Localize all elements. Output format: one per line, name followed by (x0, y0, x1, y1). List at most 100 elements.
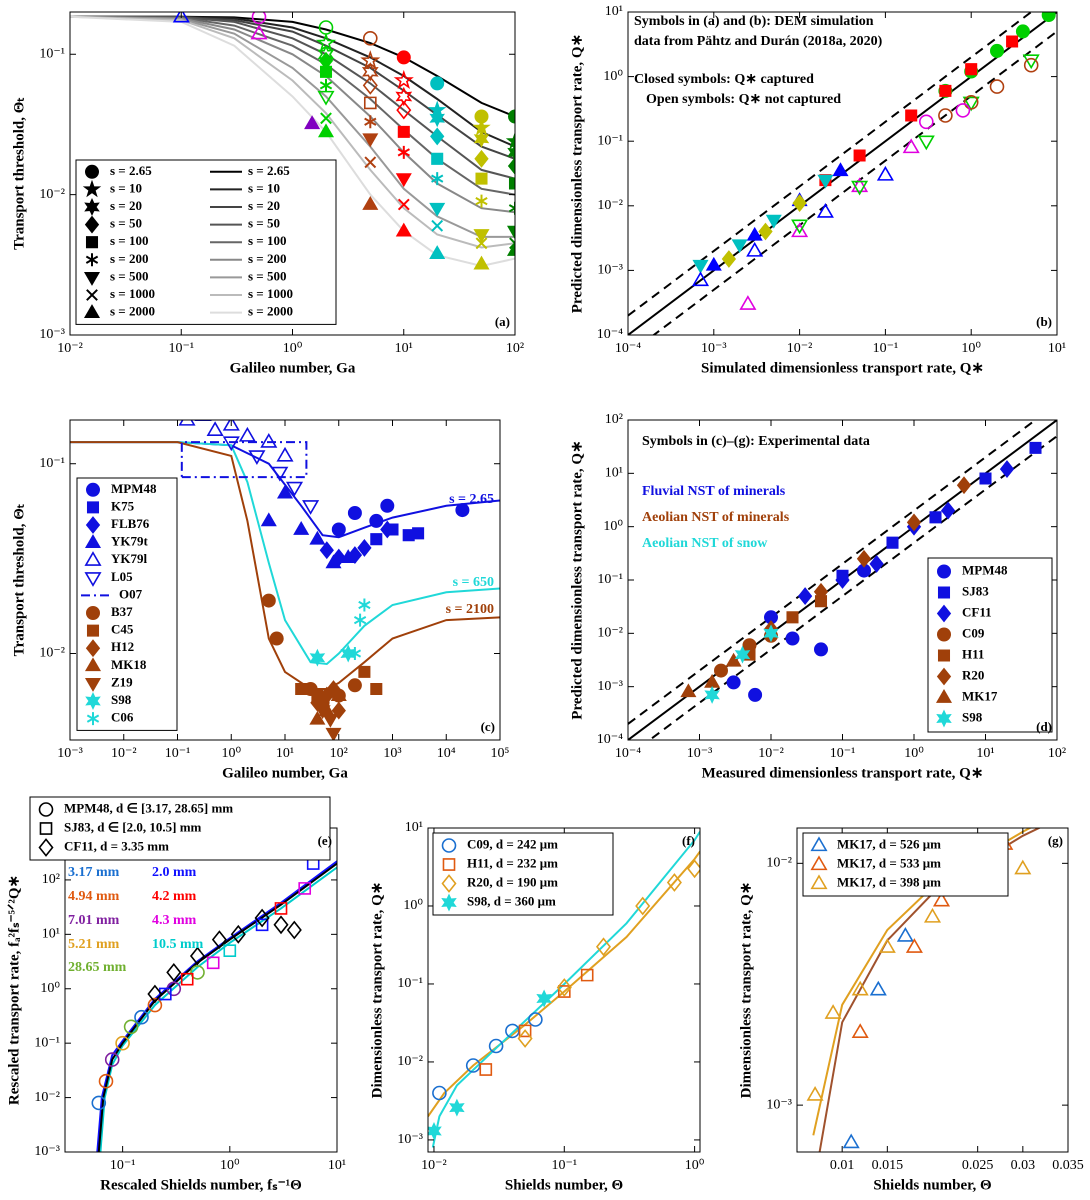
data-point (431, 219, 444, 232)
y-tick-label: 10⁻² (597, 198, 623, 213)
legend-label: H11, d = 232 μm (467, 855, 558, 870)
legend-symbol (84, 215, 100, 234)
x-tick-label: 10¹ (1048, 341, 1066, 356)
y-tick-label: 10⁻² (39, 187, 65, 202)
legend-symbol (85, 606, 101, 620)
data-line (70, 15, 515, 268)
data-point (989, 79, 1005, 94)
y-tick-label: 10⁻² (766, 856, 792, 871)
x-tick-label: 0.035 (1052, 1158, 1084, 1173)
data-point (361, 62, 379, 82)
legend-label: s = 10 (110, 180, 142, 195)
x-tick-label: 10⁻⁴ (615, 746, 641, 761)
y-tick-label: 10² (42, 872, 60, 887)
data-line (70, 15, 515, 196)
y-tick-label: 10⁻² (397, 1054, 423, 1069)
data-line (70, 441, 500, 666)
data-point (98, 1073, 114, 1089)
data-point (380, 498, 395, 513)
data-point (302, 500, 320, 515)
y-tick-label: 10⁻² (39, 646, 65, 661)
legend-label: s = 2000 (110, 304, 155, 319)
legend-label: s = 20 (110, 198, 142, 213)
annotation: Open symbols: Q∗ not captured (646, 92, 841, 107)
data-point (230, 924, 246, 944)
data-point (340, 549, 357, 563)
legend-label: s = 1000 (248, 286, 293, 301)
legend-symbol (810, 874, 828, 890)
data-point (635, 896, 651, 916)
panel-label: (b) (1036, 314, 1052, 329)
panel-label: (e) (318, 833, 332, 848)
legend-symbol (84, 551, 102, 566)
x-tick-label: 10² (506, 341, 524, 356)
x-axis-label: Galileo number, Ga (230, 360, 356, 376)
data-point (851, 180, 869, 196)
legend-label: YK79t (111, 534, 149, 549)
data-point (507, 109, 515, 124)
data-point (1014, 859, 1032, 875)
annotation: 7.01 mm (68, 913, 120, 928)
data-point (319, 65, 333, 78)
legend-label: MK18 (111, 657, 147, 672)
data-point (721, 250, 737, 268)
x-tick-label: 10⁵ (491, 746, 510, 761)
data-point (190, 965, 205, 980)
x-tick-label: 10⁻² (787, 341, 813, 356)
y-tick-label: 10¹ (42, 927, 60, 942)
data-point (506, 242, 515, 256)
data-point (432, 1085, 447, 1101)
legend-symbol (86, 289, 98, 301)
data-point (178, 420, 196, 426)
data-point (238, 426, 256, 442)
y-tick-label: 10⁻⁴ (597, 732, 623, 747)
legend-box (927, 557, 1053, 733)
data-point (739, 295, 757, 310)
data-point (473, 255, 490, 270)
x-tick-label: 10¹ (395, 341, 413, 356)
data-point (276, 446, 294, 462)
data-point (1006, 35, 1019, 48)
legend-symbol (86, 624, 100, 637)
legend-label: CF11 (962, 604, 992, 619)
data-point (273, 915, 289, 935)
y-axis-label: Dimensionless transport rate, Q∗ (738, 882, 754, 1099)
data-point (824, 1004, 842, 1019)
data-point (370, 533, 383, 546)
data-point (842, 1133, 860, 1149)
legend-label: H11 (962, 646, 984, 661)
data-point (320, 112, 332, 125)
annotation: Symbols in (a) and (b): DEM simulation (634, 14, 874, 29)
y-tick-label: 10⁻¹ (39, 46, 65, 61)
x-tick-label: 10¹ (328, 1158, 346, 1173)
y-tick-label: 10⁻² (597, 626, 623, 641)
legend-label: R20 (962, 667, 984, 682)
data-point (123, 1019, 139, 1035)
data-point (705, 256, 722, 271)
data-point (314, 705, 331, 720)
data-point (528, 1012, 543, 1027)
data-point (429, 202, 446, 217)
y-tick-label: 10¹ (605, 466, 623, 481)
legend-symbol (39, 822, 53, 835)
x-tick-label: 10⁻¹ (873, 341, 899, 356)
annotation: 2.0 mm (152, 865, 197, 880)
data-point (746, 241, 764, 257)
data-point (806, 1086, 824, 1101)
y-tick-label: 10⁻³ (34, 1144, 60, 1159)
data-layer (628, 12, 1057, 335)
legend-symbol (85, 482, 101, 497)
data-point (347, 678, 362, 693)
legend-label: S98 (962, 709, 983, 724)
annotation: Fluvial NST of minerals (642, 484, 786, 499)
x-tick-label: 10⁰ (221, 746, 241, 761)
x-axis-label: Measured dimensionless transport rate, Q… (702, 765, 984, 781)
legend-label: YK79l (111, 551, 148, 566)
legend-symbol (85, 253, 99, 267)
data-point (536, 989, 552, 1008)
data-point (507, 143, 515, 162)
legend-symbol (84, 164, 100, 179)
data-point (189, 946, 206, 966)
annotation: 5.21 mm (68, 937, 120, 952)
legend-symbol (936, 604, 952, 623)
